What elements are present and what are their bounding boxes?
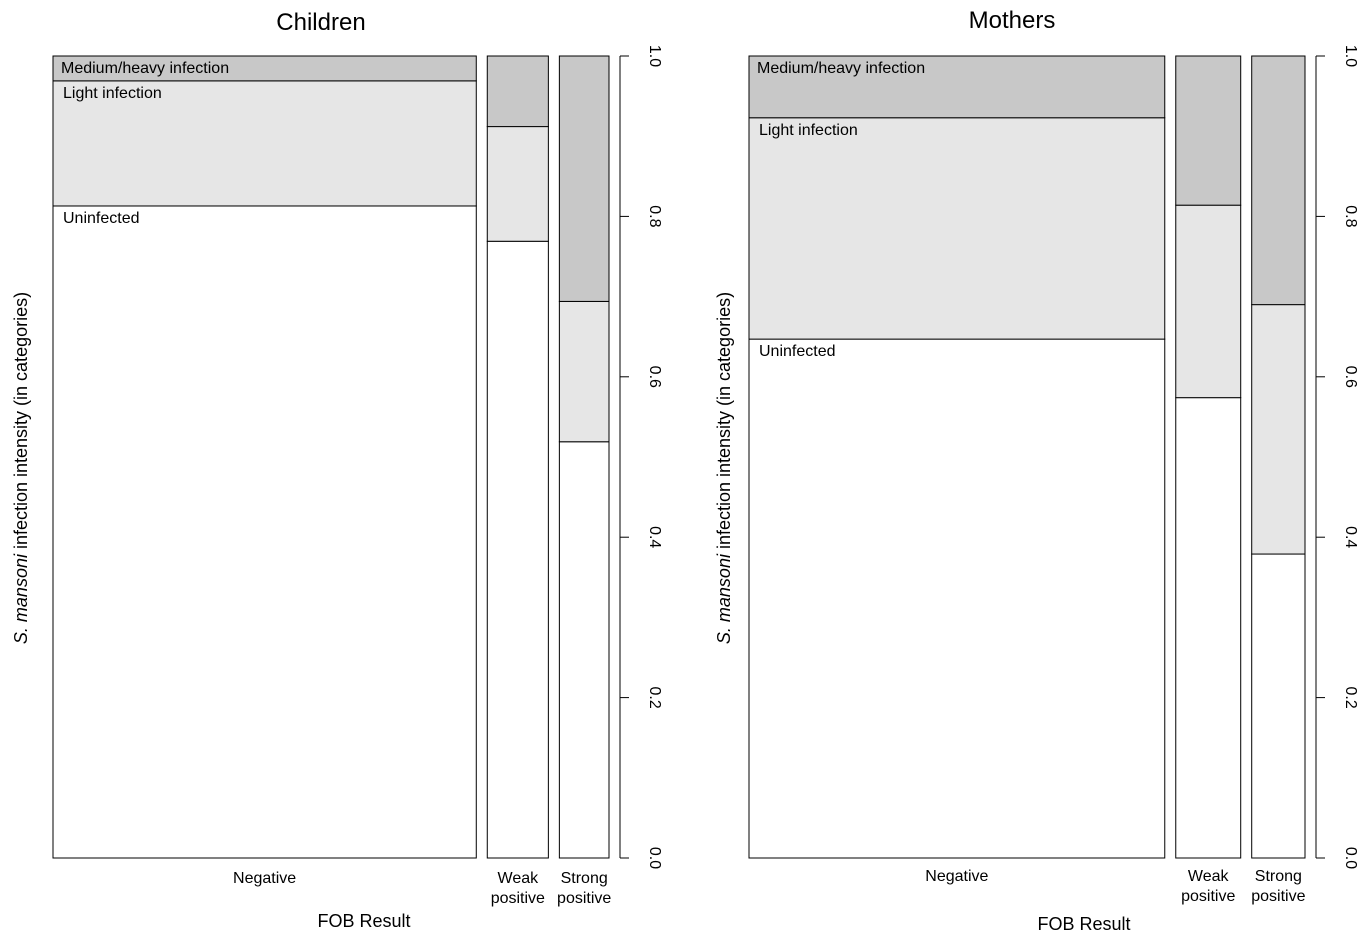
bar-light-infection xyxy=(558,300,610,443)
category-label: positive xyxy=(1251,888,1305,905)
category-label: positive xyxy=(1181,888,1235,905)
column-weak-positive: Weak positive xyxy=(486,55,549,907)
bar-uninfected xyxy=(52,205,477,859)
bar-uninfected xyxy=(558,441,610,859)
bar-medium-heavy-infection xyxy=(52,55,477,82)
bar-medium-heavy-infection xyxy=(558,55,610,302)
y-axis: 0.0 0.2 0.4 0.6 0.8 1.0 xyxy=(1315,45,1359,869)
category-label: Negative xyxy=(233,870,296,887)
category-label: Strong xyxy=(1255,868,1302,885)
y-tick-label: 0.0 xyxy=(646,847,663,869)
chart-title: Children xyxy=(276,9,365,36)
bar-light-infection xyxy=(1175,204,1242,399)
segment-label-light-infection: Light infection xyxy=(63,85,162,102)
y-axis: 0.0 0.2 0.4 0.6 0.8 1.0 xyxy=(619,45,663,869)
segment-label-light-infection: Light infection xyxy=(759,122,858,139)
bar-light-infection xyxy=(52,80,477,207)
category-label: positive xyxy=(491,890,545,907)
y-tick-label: 0.8 xyxy=(646,205,663,227)
bar-uninfected xyxy=(1175,397,1242,859)
y-tick-label: 1.0 xyxy=(646,45,663,67)
chart-panel-mothers: Mothers Uninfected Light infection Medium/h… xyxy=(714,7,1359,933)
bar-uninfected xyxy=(1251,553,1306,859)
bar-uninfected xyxy=(748,338,1166,859)
y-axis-title-italic: S. mansoni xyxy=(11,553,31,644)
bar-light-infection xyxy=(748,117,1166,340)
segment-label-medium-heavy-infection: Medium/heavy infection xyxy=(61,60,229,77)
y-tick-label: 1.0 xyxy=(1342,45,1359,67)
y-tick-label: 0.8 xyxy=(1342,205,1359,227)
y-tick-label: 0.6 xyxy=(1342,366,1359,388)
bar-medium-heavy-infection xyxy=(1175,55,1242,206)
bar-light-infection xyxy=(486,126,549,242)
bar-medium-heavy-infection xyxy=(1251,55,1306,306)
category-label: Negative xyxy=(925,868,988,885)
column-weak-positive: Weak positive xyxy=(1175,55,1242,905)
category-label: Strong xyxy=(561,870,608,887)
bar-medium-heavy-infection xyxy=(748,55,1166,119)
segment-label-medium-heavy-infection: Medium/heavy infection xyxy=(757,60,925,77)
y-tick-label: 0.4 xyxy=(1342,526,1359,548)
x-axis-title: FOB Result xyxy=(317,911,410,931)
y-tick-label: 0.0 xyxy=(1342,847,1359,869)
y-axis-title-rest: infection intensity (in categories) xyxy=(11,292,31,554)
segment-label-uninfected: Uninfected xyxy=(759,343,836,360)
category-label: positive xyxy=(557,890,611,907)
segment-label-uninfected: Uninfected xyxy=(63,210,140,227)
column-negative: Uninfected Light infection Medium/heavy in… xyxy=(748,55,1166,885)
column-strong-positive: Strong positive xyxy=(557,55,611,907)
y-axis-title-italic: S. mansoni xyxy=(714,553,734,644)
bar-light-infection xyxy=(1251,304,1306,555)
x-axis-title: FOB Result xyxy=(1037,914,1130,933)
column-strong-positive: Strong positive xyxy=(1251,55,1306,905)
category-label: Weak xyxy=(1188,868,1230,885)
y-tick-label: 0.2 xyxy=(1342,686,1359,708)
y-axis-title: S. mansoni infection intensity (in categ… xyxy=(714,292,734,644)
bar-uninfected xyxy=(486,240,549,859)
column-negative: Uninfected Light infection Medium/heavy in… xyxy=(52,55,477,887)
chart-title: Mothers xyxy=(969,7,1056,34)
y-tick-label: 0.4 xyxy=(646,526,663,548)
bar-medium-heavy-infection xyxy=(486,55,549,128)
y-tick-label: 0.2 xyxy=(646,686,663,708)
chart-panel-children: Children Uninfected Light infection Medium/… xyxy=(11,9,663,931)
y-axis-title: S. mansoni infection intensity (in categ… xyxy=(11,292,31,644)
y-tick-label: 0.6 xyxy=(646,366,663,388)
y-axis-title-rest: infection intensity (in categories) xyxy=(714,292,734,554)
category-label: Weak xyxy=(498,870,540,887)
